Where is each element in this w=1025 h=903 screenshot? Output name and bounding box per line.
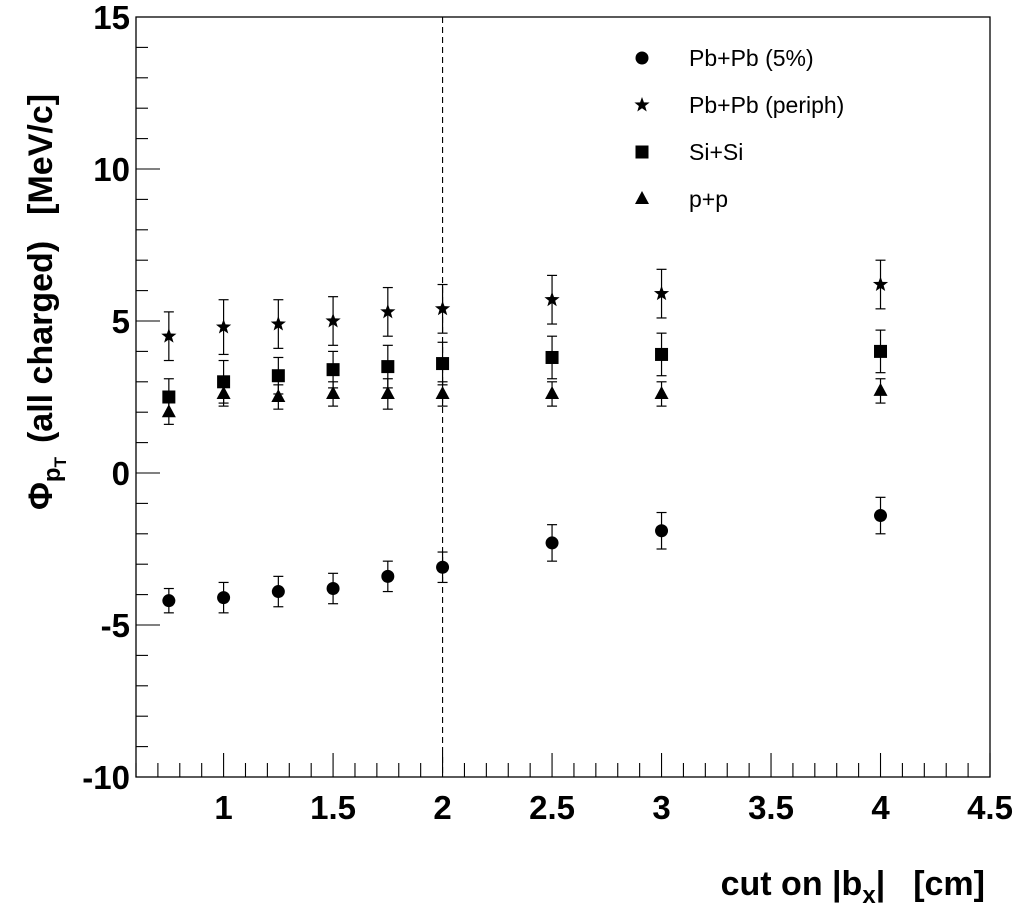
x-tick-label: 3.5 [748, 789, 794, 826]
plot-frame-group [135, 16, 991, 778]
data-point [161, 404, 176, 418]
data-point [435, 385, 450, 399]
data-point [436, 560, 450, 574]
data-point [653, 285, 670, 301]
data-point [545, 536, 559, 550]
x-tick-label: 2 [433, 789, 451, 826]
data-point [380, 385, 395, 399]
y-axis-title: ΦpT(all charged)[MeV/c] [22, 94, 70, 510]
series-circle [162, 496, 888, 614]
plot-frame [135, 16, 991, 778]
data-point [271, 369, 285, 383]
x-tick-label: 4 [871, 789, 890, 826]
data-point [215, 319, 232, 334]
data-point [216, 385, 231, 399]
data-point [655, 524, 669, 538]
data-point [874, 344, 888, 358]
data-point [655, 347, 669, 361]
legend-label: Pb+Pb (periph) [689, 92, 844, 118]
data-point [326, 363, 340, 377]
data-point [326, 582, 340, 596]
x-axis-title: cut on |bx| [cm] [721, 865, 985, 903]
y-tick-label: 0 [112, 455, 130, 492]
data-point [162, 594, 176, 608]
x-tick-label: 1 [214, 789, 232, 826]
data-point [271, 585, 285, 599]
data-point [544, 291, 560, 307]
data-point [381, 569, 395, 583]
legend-marker [635, 51, 649, 65]
data-point [545, 350, 559, 364]
data-point [381, 360, 395, 374]
data-point [436, 357, 450, 371]
data-point [217, 591, 231, 605]
y-tick-label: 10 [93, 151, 130, 188]
data-point [545, 385, 560, 399]
data-point [872, 276, 889, 291]
y-tick-label: 15 [93, 0, 130, 36]
data-point [654, 385, 669, 399]
legend-marker [635, 191, 649, 204]
data-point [325, 313, 341, 328]
legend-marker [634, 97, 650, 112]
y-axis: -10 -5 0 5 10 15 [82, 0, 160, 796]
series-triangle [161, 378, 888, 425]
x-axis: 1 1.5 2 2.5 3 3.5 4 4.5 [135, 753, 1013, 826]
x-tick-label: 3 [652, 789, 670, 826]
data-marks [161, 259, 889, 614]
series-square [162, 329, 888, 416]
data-point [874, 509, 888, 523]
data-point [434, 300, 451, 316]
legend: Pb+Pb (5%) Pb+Pb (periph) Si+Si p+p [634, 45, 844, 212]
legend-marker [635, 145, 649, 159]
y-tick-label: 5 [112, 303, 130, 340]
legend-label: Pb+Pb (5%) [689, 45, 814, 71]
data-point [161, 328, 177, 343]
data-point [271, 389, 286, 402]
y-tick-label: -10 [82, 759, 130, 796]
y-tick-label: -5 [101, 607, 130, 644]
x-tick-label: 1.5 [310, 789, 356, 826]
x-tick-label: 4.5 [967, 789, 1013, 826]
legend-label: Si+Si [689, 139, 743, 165]
x-tick-label: 2.5 [529, 789, 575, 826]
data-point [873, 382, 888, 396]
series-star [161, 259, 889, 362]
legend-label: p+p [689, 186, 728, 212]
data-point [326, 385, 341, 399]
data-point [380, 303, 396, 319]
data-point [270, 316, 286, 331]
